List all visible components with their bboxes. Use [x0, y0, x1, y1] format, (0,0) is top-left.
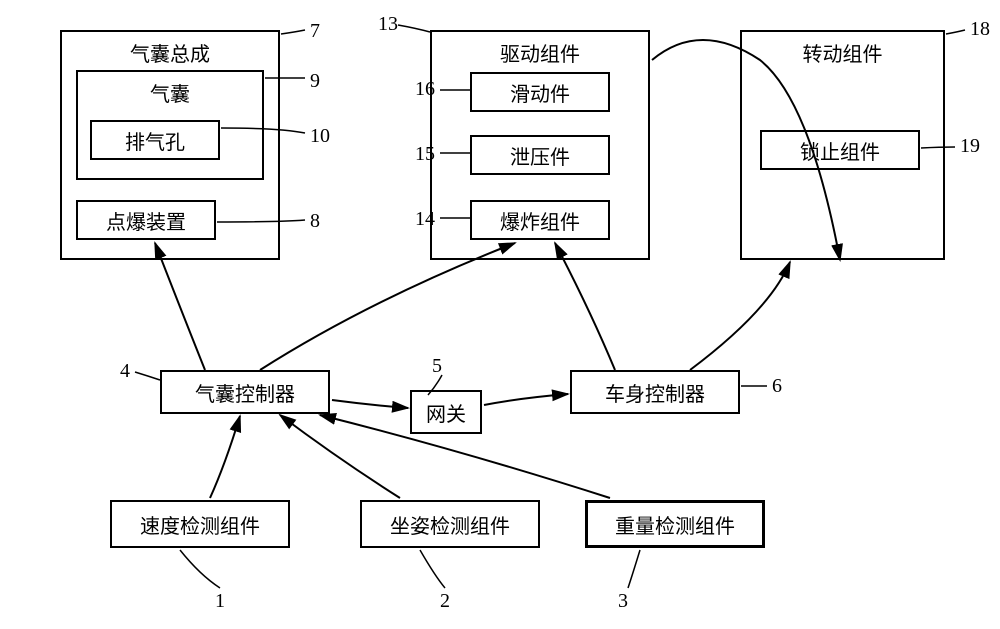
callout-9: 9: [310, 70, 320, 93]
box-igniter: 点爆装置: [76, 200, 216, 240]
box-slider: 滑动件: [470, 72, 610, 112]
label-slider: 滑动件: [510, 78, 570, 107]
callout-5: 5: [432, 355, 442, 378]
callout-6: 6: [772, 375, 782, 398]
box-body-ctrl: 车身控制器: [570, 370, 740, 414]
callout-13: 13: [378, 13, 398, 36]
callout-19: 19: [960, 135, 980, 158]
label-explode: 爆炸组件: [500, 206, 580, 235]
label-speed: 速度检测组件: [140, 510, 260, 539]
label-lock: 锁止组件: [800, 136, 880, 165]
box-explode: 爆炸组件: [470, 200, 610, 240]
callout-10: 10: [310, 125, 330, 148]
label-weight: 重量检测组件: [615, 510, 735, 539]
title-airbag: 气囊: [78, 72, 262, 107]
callout-18: 18: [970, 18, 990, 41]
label-igniter: 点爆装置: [106, 206, 186, 235]
label-posture: 坐姿检测组件: [390, 510, 510, 539]
label-venthole: 排气孔: [125, 126, 185, 155]
label-gateway: 网关: [426, 398, 466, 427]
title-rotate: 转动组件: [742, 32, 943, 67]
label-airbag-ctrl: 气囊控制器: [195, 378, 295, 407]
box-posture: 坐姿检测组件: [360, 500, 540, 548]
box-airbag-ctrl: 气囊控制器: [160, 370, 330, 414]
callout-4: 4: [120, 360, 130, 383]
callout-3: 3: [618, 590, 628, 613]
callout-15: 15: [415, 143, 435, 166]
callout-2: 2: [440, 590, 450, 613]
box-weight: 重量检测组件: [585, 500, 765, 548]
title-airbag-assembly: 气囊总成: [62, 32, 278, 67]
box-speed: 速度检测组件: [110, 500, 290, 548]
callout-8: 8: [310, 210, 320, 233]
label-body-ctrl: 车身控制器: [605, 378, 705, 407]
title-drive: 驱动组件: [432, 32, 648, 67]
box-relief: 泄压件: [470, 135, 610, 175]
box-gateway: 网关: [410, 390, 482, 434]
callout-1: 1: [215, 590, 225, 613]
callout-16: 16: [415, 78, 435, 101]
label-relief: 泄压件: [510, 141, 570, 170]
box-lock: 锁止组件: [760, 130, 920, 170]
callout-14: 14: [415, 208, 435, 231]
box-venthole: 排气孔: [90, 120, 220, 160]
callout-7: 7: [310, 20, 320, 43]
